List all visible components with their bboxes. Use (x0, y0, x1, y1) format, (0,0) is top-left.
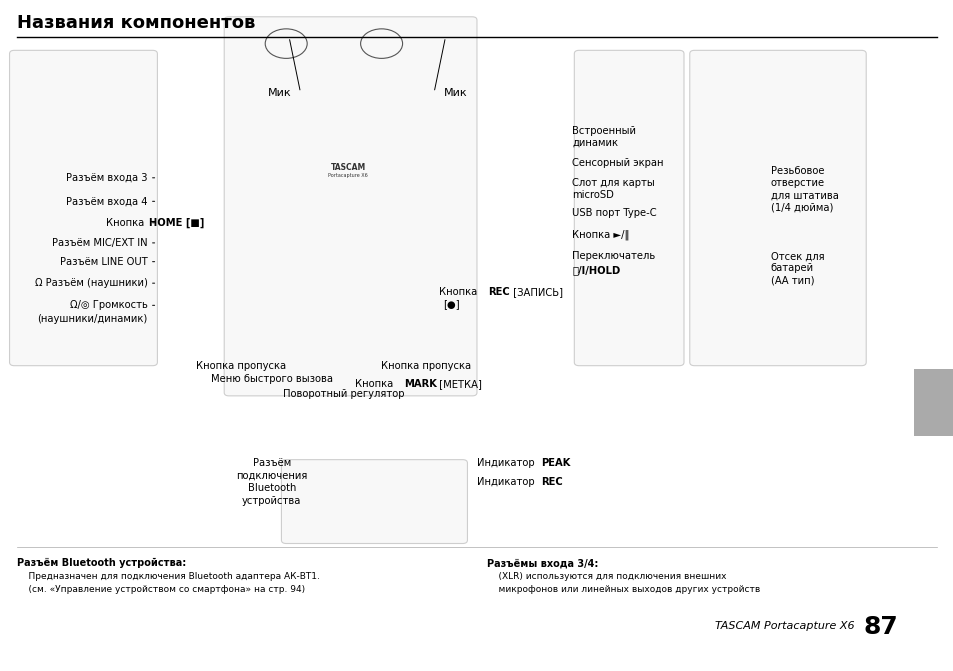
FancyBboxPatch shape (10, 50, 157, 366)
Text: динамик: динамик (572, 138, 618, 148)
Text: [ЗАПИСЬ]: [ЗАПИСЬ] (510, 287, 563, 297)
Text: Кнопка ►/‖: Кнопка ►/‖ (572, 229, 629, 240)
Text: Поворотный регулятор: Поворотный регулятор (282, 389, 404, 399)
Text: MARK: MARK (404, 379, 436, 389)
Text: Разъём MIC/EXT IN: Разъём MIC/EXT IN (52, 238, 148, 248)
Text: Индикатор: Индикатор (476, 458, 537, 468)
Text: Кнопка: Кнопка (355, 379, 395, 389)
FancyBboxPatch shape (574, 50, 683, 366)
Text: HOME [■]: HOME [■] (149, 217, 204, 228)
FancyBboxPatch shape (689, 50, 865, 366)
Text: Мик: Мик (268, 88, 291, 97)
Text: Отсек для: Отсек для (770, 252, 823, 261)
Text: Меню быстрого вызова: Меню быстрого вызова (211, 374, 333, 384)
Text: отверстие: отверстие (770, 178, 824, 188)
Bar (913, 369, 953, 436)
Text: [●]: [●] (442, 299, 458, 309)
Text: микрофонов или линейных выходов других устройств: микрофонов или линейных выходов других у… (486, 585, 759, 594)
Text: Сенсорный экран: Сенсорный экран (572, 158, 663, 168)
Text: Индикатор: Индикатор (476, 477, 537, 486)
Text: Встроенный: Встроенный (572, 126, 636, 136)
Text: Portacapture X6: Portacapture X6 (328, 173, 368, 178)
Text: microSD: microSD (572, 190, 614, 199)
FancyBboxPatch shape (281, 460, 467, 544)
Text: USB порт Type-C: USB порт Type-C (572, 209, 657, 218)
Text: Названия компонентов: Названия компонентов (17, 14, 255, 32)
Text: Разъём Bluetooth устройства:: Разъём Bluetooth устройства: (17, 558, 186, 568)
Text: Кнопка: Кнопка (107, 218, 148, 227)
Text: Разъём входа 3: Разъём входа 3 (67, 173, 148, 183)
Text: (АА тип): (АА тип) (770, 276, 814, 285)
FancyBboxPatch shape (224, 17, 476, 396)
Text: Разъём LINE OUT: Разъём LINE OUT (60, 257, 148, 266)
Text: Ω/◎ Громкость: Ω/◎ Громкость (70, 301, 148, 310)
Text: ⏻/I/HOLD: ⏻/I/HOLD (572, 265, 620, 274)
Text: (наушники/динамик): (наушники/динамик) (37, 314, 148, 323)
Text: подключения: подключения (236, 471, 307, 480)
Text: Bluetooth: Bluetooth (248, 484, 295, 493)
Text: (XLR) используются для подключения внешних: (XLR) используются для подключения внешн… (486, 572, 725, 580)
Text: Кнопка пропуска: Кнопка пропуска (381, 361, 471, 370)
Text: REC: REC (488, 287, 510, 297)
Text: Разъём: Разъём (253, 458, 291, 468)
Text: для штатива: для штатива (770, 191, 838, 200)
Text: Резьбовое: Резьбовое (770, 166, 823, 176)
Text: [МЕТКА]: [МЕТКА] (436, 379, 481, 389)
Text: Мик: Мик (444, 88, 467, 97)
Text: (1/4 дюйма): (1/4 дюйма) (770, 203, 832, 212)
Text: Слот для карты: Слот для карты (572, 178, 655, 187)
Text: Разъём входа 4: Разъём входа 4 (67, 197, 148, 206)
Text: Кнопка: Кнопка (438, 287, 479, 297)
Text: батарей: батарей (770, 264, 813, 273)
Text: Ω Разъём (наушники): Ω Разъём (наушники) (35, 278, 148, 288)
Text: TASCAM Portacapture X6: TASCAM Portacapture X6 (715, 621, 858, 631)
Text: Предназначен для подключения Bluetooth адаптера АК-ВТ1.: Предназначен для подключения Bluetooth а… (17, 572, 319, 580)
Text: Разъёмы входа 3/4:: Разъёмы входа 3/4: (486, 558, 598, 568)
Text: устройства: устройства (242, 497, 301, 506)
Text: (см. «Управление устройством со смартфона» на стр. 94): (см. «Управление устройством со смартфон… (17, 585, 305, 594)
Text: 87: 87 (862, 615, 897, 639)
Text: REC: REC (540, 477, 562, 486)
Text: Кнопка пропуска: Кнопка пропуска (196, 361, 286, 370)
Text: PEAK: PEAK (540, 458, 570, 468)
Text: TASCAM: TASCAM (331, 163, 365, 172)
Text: Переключатель: Переключатель (572, 252, 655, 261)
